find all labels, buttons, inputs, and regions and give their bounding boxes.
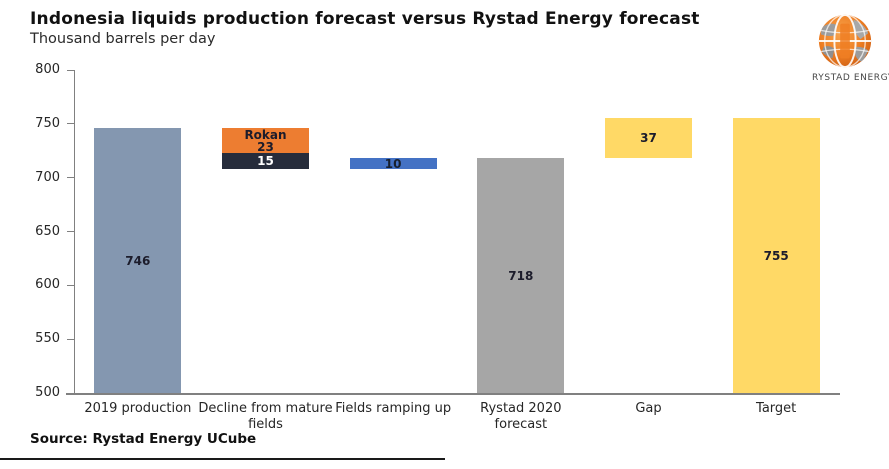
x-axis-label: Decline from mature fields <box>198 401 332 433</box>
bar-value-label: 755 <box>763 248 789 263</box>
y-axis-tick-label: 800 <box>35 62 60 77</box>
y-axis-tick-label: 600 <box>35 277 60 293</box>
rystad-energy-logo: RYSTAD ENERGY <box>812 12 889 83</box>
x-axis-label: Target <box>756 401 796 417</box>
x-axis-label-line: forecast <box>494 417 548 432</box>
bar-segment: 10 <box>349 156 437 171</box>
x-axis-line <box>66 393 840 395</box>
bar-value-label: 746 <box>125 253 151 268</box>
x-axis-label: Rystad 2020 forecast <box>480 401 561 433</box>
globe-icon <box>812 12 878 70</box>
x-axis-label-line: 2019 production <box>84 401 192 416</box>
footer-divider <box>0 458 445 460</box>
chart-subtitle: Thousand barrels per day <box>30 31 216 47</box>
logo-brand-text: RYSTAD ENERGY <box>812 73 889 83</box>
y-axis-tick <box>67 123 74 125</box>
bar-segment: 37 <box>605 118 692 159</box>
x-axis-label: 2019 production <box>84 401 191 417</box>
x-axis-label-line: Fields ramping up <box>335 401 452 416</box>
x-axis-label-line: fields <box>248 417 283 432</box>
bar-value-label: 718 <box>508 268 534 283</box>
x-axis-label: Gap <box>635 401 661 417</box>
x-axis-label: Fields ramping up <box>335 401 451 417</box>
bar-value-label: 10 <box>384 156 402 171</box>
bar-segment: 718 <box>477 158 565 393</box>
chart-title: Indonesia liquids production forecast ve… <box>30 9 700 29</box>
y-axis-tick <box>67 69 74 71</box>
x-axis-label-line: Decline from mature <box>198 401 333 416</box>
bar-segment: 746 <box>94 128 182 393</box>
x-axis-label-line: Target <box>756 401 797 416</box>
bar-value-label: 37 <box>640 131 657 146</box>
y-axis-line <box>74 70 75 393</box>
y-axis-tick <box>67 284 74 286</box>
bar-segment: Rokan 23 <box>222 128 309 153</box>
x-axis-label-line: Rystad 2020 <box>480 401 562 416</box>
y-axis-tick <box>67 338 74 340</box>
bar-value-label: 23 <box>257 139 274 154</box>
bar-segment: 15 <box>222 152 309 170</box>
bar-value-label: Rokan <box>244 127 287 142</box>
bar-segment: 755 <box>732 118 820 393</box>
y-axis-tick-label: 750 <box>35 115 60 131</box>
y-axis-tick <box>67 392 74 394</box>
source-note: Source: Rystad Energy UCube <box>30 431 257 447</box>
bar-value-label: 15 <box>257 153 274 168</box>
y-axis-tick-label: 650 <box>35 223 60 239</box>
y-axis-tick-label: 500 <box>35 385 60 400</box>
y-axis-tick <box>67 177 74 179</box>
y-axis-tick-label: 700 <box>35 169 60 185</box>
y-axis-tick <box>67 231 74 232</box>
y-axis-tick-label: 550 <box>35 331 60 347</box>
x-axis-label-line: Gap <box>635 401 662 416</box>
